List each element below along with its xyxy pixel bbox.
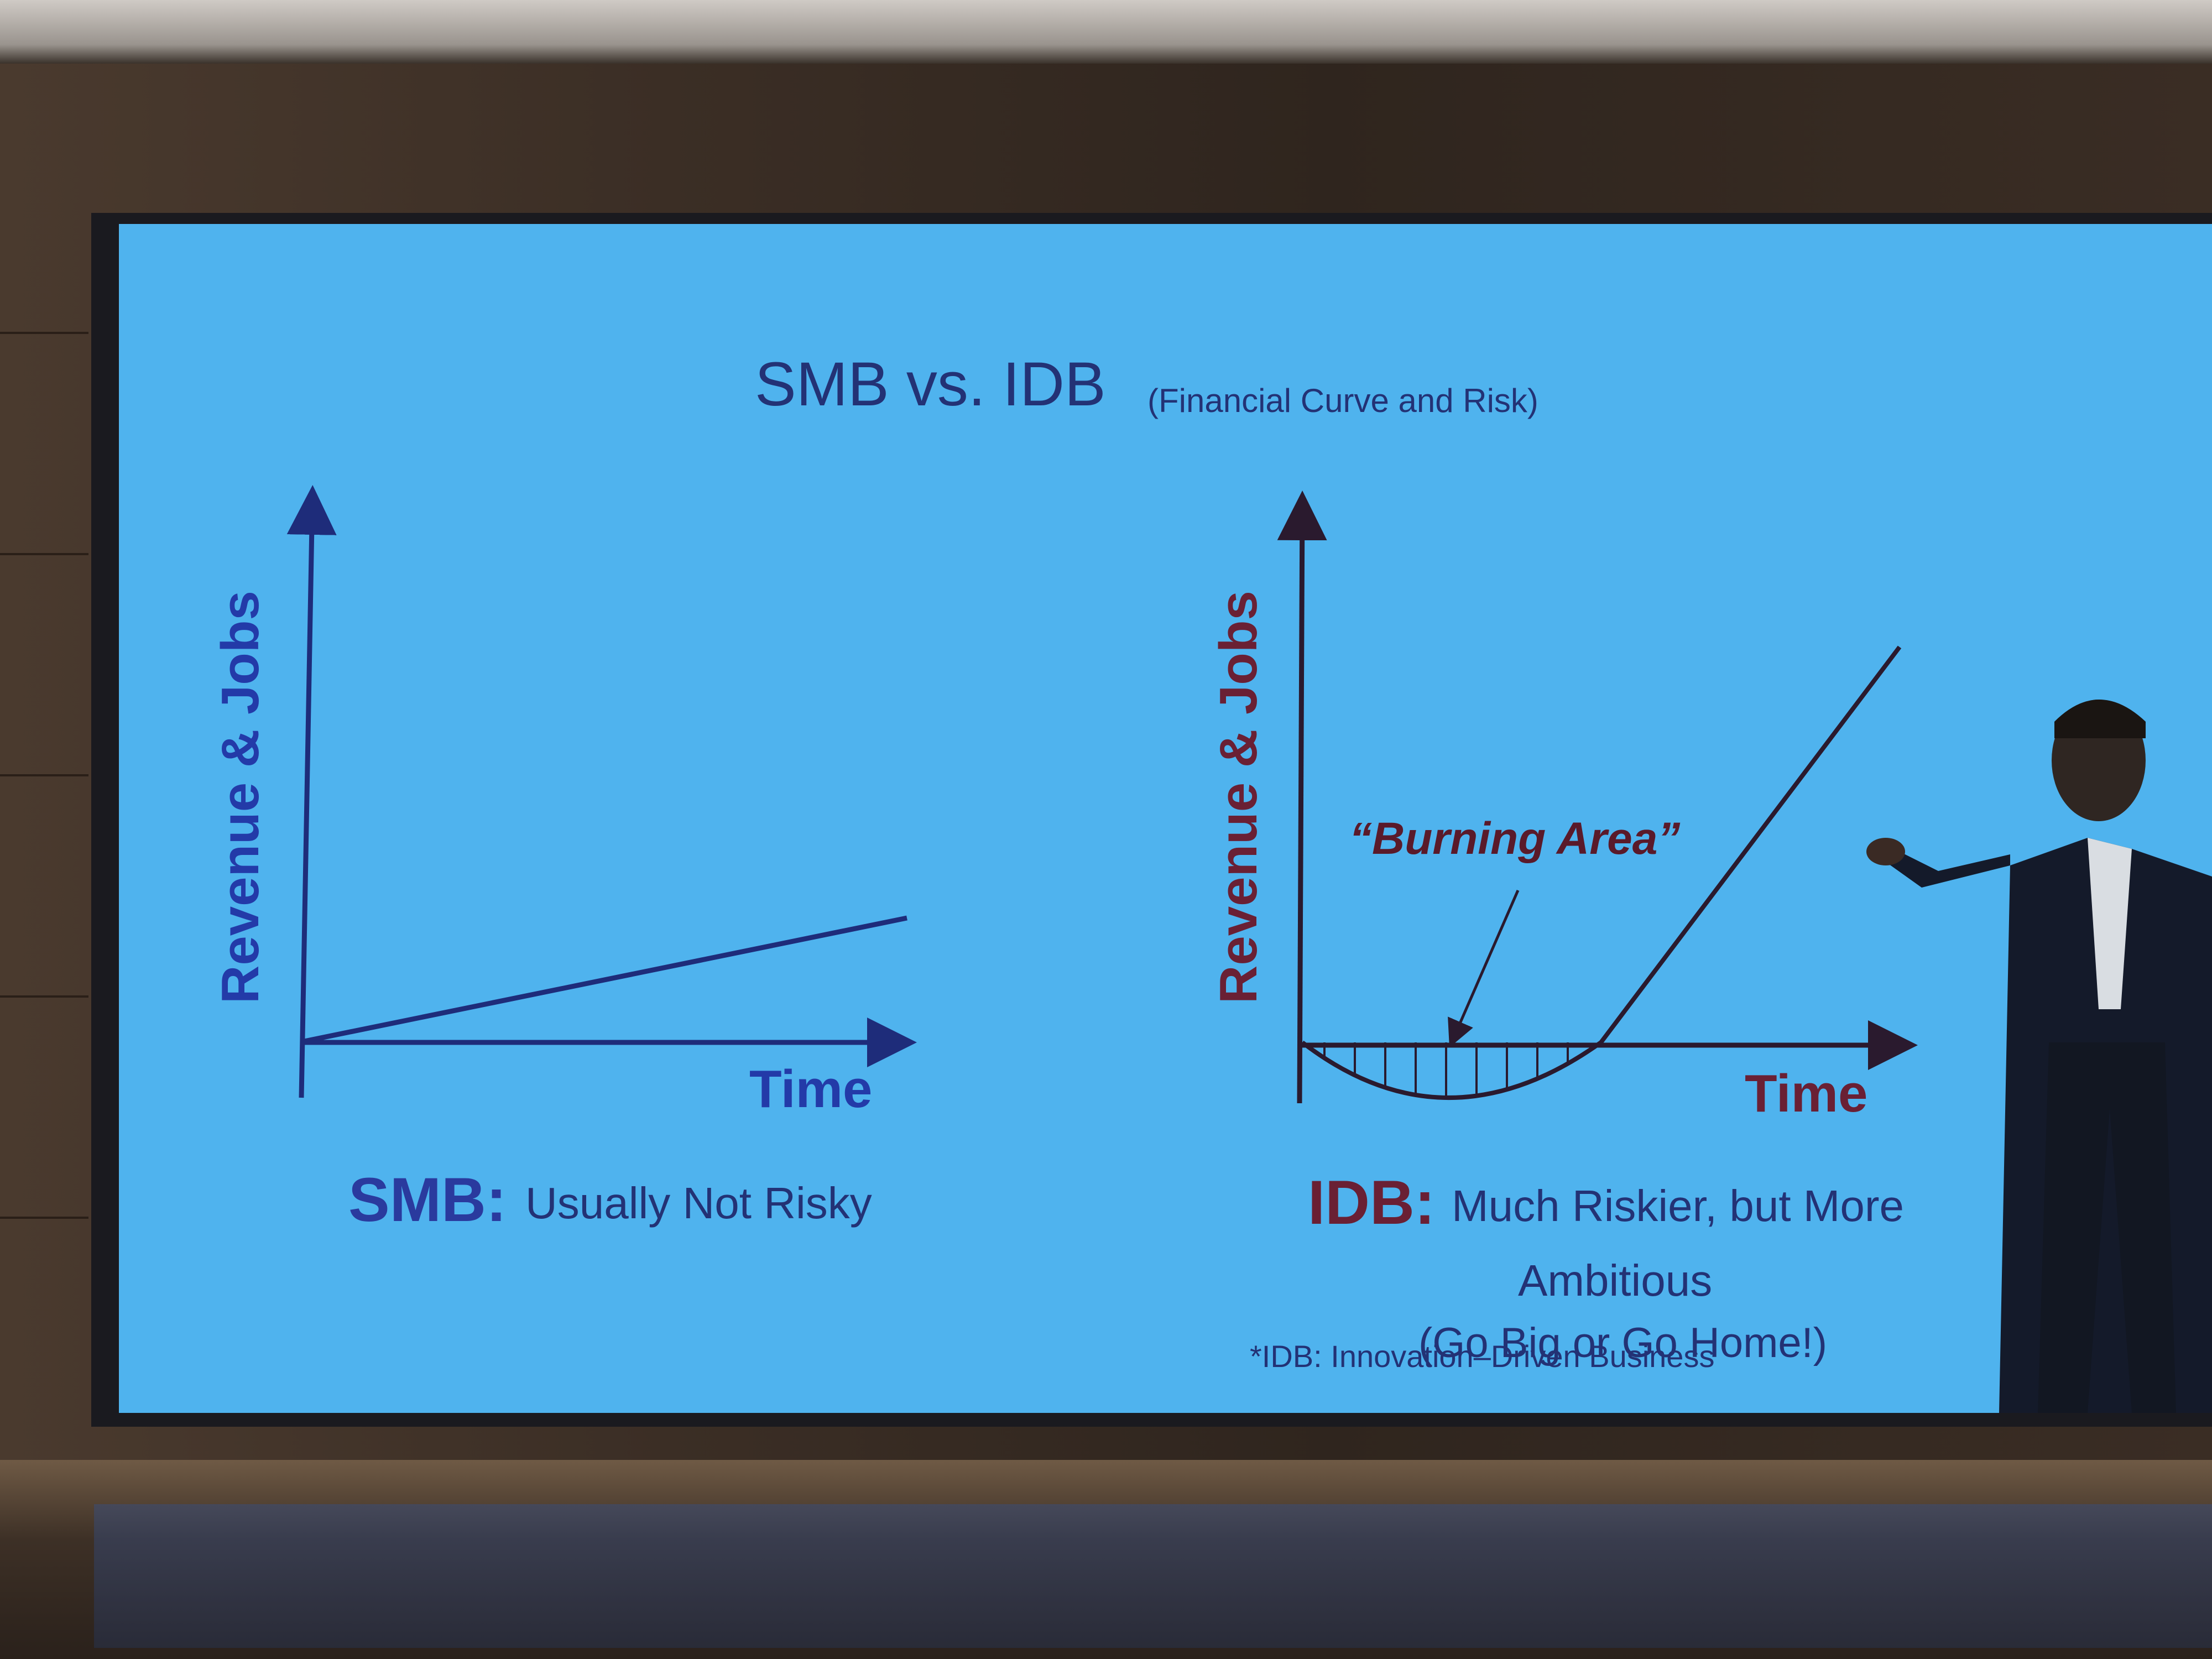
- idb-caption-text-line3: (Go Big or Go Home!): [1418, 1319, 1828, 1366]
- smb-caption-key: SMB:: [348, 1165, 507, 1234]
- idb-x-axis-label: Time: [1745, 1064, 1868, 1123]
- idb-y-axis-label: Revenue & Jobs: [1209, 591, 1268, 1004]
- ceiling: [0, 0, 2212, 64]
- smb-caption-text: Usually Not Risky: [525, 1178, 872, 1228]
- wall-plank: [0, 1217, 88, 1219]
- idb-y-axis: [1277, 491, 1327, 1104]
- wall-plank: [0, 553, 88, 555]
- idb-caption-key: IDB:: [1308, 1168, 1436, 1237]
- slide-title: SMB vs. IDB: [755, 349, 1106, 419]
- smb-y-axis-label: Revenue & Jobs: [211, 591, 270, 1004]
- slide-diagrams: [286, 485, 2212, 1413]
- idb-caption-text-line2: Ambitious: [1518, 1256, 1713, 1305]
- wall-plank: [0, 774, 88, 776]
- idb-j-curve: [1301, 645, 1902, 1100]
- burning-area-hatch: [1323, 1042, 1569, 1098]
- presentation-slide: SMB vs. IDB (Financial Curve and Risk): [119, 224, 2212, 1413]
- idb-caption-text: Much Riskier, but More: [1452, 1181, 1905, 1230]
- smb-growth-line: [304, 915, 907, 1044]
- burning-area-label: “Burning Area”: [1349, 813, 1681, 864]
- burning-area-pointer: [1448, 890, 1520, 1048]
- wall-plank: [0, 995, 88, 998]
- floor-reflection: [94, 1504, 2212, 1648]
- smb-x-axis-label: Time: [749, 1060, 873, 1119]
- smb-chart: [286, 485, 917, 1098]
- idb-chart: [1277, 491, 1918, 1104]
- smb-y-axis: [286, 485, 337, 1098]
- idb-footnote: *IDB: Innovation–Driven Business: [1250, 1339, 1715, 1374]
- wall-plank: [0, 332, 88, 334]
- speaker-person: [1866, 700, 2212, 1413]
- slide-subtitle: (Financial Curve and Risk): [1147, 382, 1538, 419]
